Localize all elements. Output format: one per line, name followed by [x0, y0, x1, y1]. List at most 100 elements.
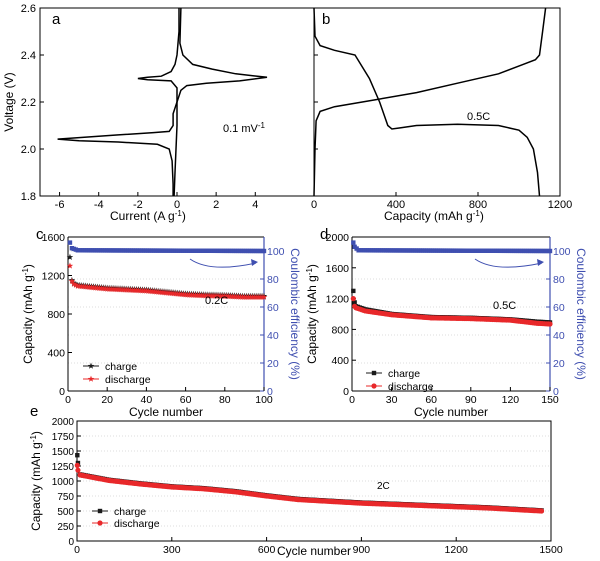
panel-c-ytick-label: 0 — [59, 386, 65, 398]
panel-c-xtick-label: 40 — [141, 394, 153, 406]
panel-d-cycling-05c: 0 400 800 1200 1600 2000 0 20 40 60 80 100 0 30 60 90 12… — [305, 226, 589, 419]
panel-c-point-ce — [261, 248, 267, 254]
panel-d-annotation: 0.5C — [493, 300, 516, 312]
panel-d-point-discharge — [547, 321, 553, 327]
panel-c-point-charge — [66, 253, 74, 260]
panel-e-point-charge — [75, 453, 80, 458]
panel-c-ytick-label: 400 — [47, 348, 65, 360]
panel-c-ce-arrow — [189, 258, 257, 268]
panel-a-xlabel: Current (A g-1) — [110, 209, 186, 224]
panel-c-xtick-label: 80 — [219, 394, 231, 406]
panel-a-ytick-label: 2.4 — [21, 50, 36, 62]
panel-c-y2tick-label: 60 — [267, 302, 279, 314]
panel-e-legend-label: charge — [114, 506, 146, 518]
panel-e-xtick-label: 600 — [258, 544, 276, 556]
panel-c-point-ce — [67, 240, 73, 245]
panel-a-cv-line-0 — [57, 7, 268, 196]
panel-c-xtick-label: 20 — [101, 394, 113, 406]
panel-d-y2tick-label: 0 — [553, 386, 559, 398]
panel-e-ytick-label: 250 — [57, 522, 74, 533]
panel-c-xtick-label: 60 — [180, 394, 192, 406]
panel-d-xlabel: Cycle number — [414, 405, 488, 419]
panel-d-xtick-label: 90 — [465, 394, 477, 406]
panel-e-xtick-label: 300 — [163, 544, 181, 556]
panel-a-xtick-label: 2 — [213, 199, 219, 211]
panel-e-ytick-label: 0 — [68, 537, 74, 548]
panel-d-point-charge — [352, 300, 357, 305]
panel-d-xtick-label: 0 — [349, 394, 355, 406]
panel-c-y2label: Coulombic efficiency (%) — [288, 248, 302, 380]
panel-b-letter: b — [322, 11, 330, 28]
panel-e-xlabel: Cycle number — [277, 544, 351, 558]
panel-e-ytick-label: 1250 — [52, 462, 75, 473]
panel-d-point-discharge — [350, 296, 356, 302]
panel-e-ytick-label: 2000 — [52, 417, 75, 428]
panel-a-ytick-label: 2.0 — [21, 144, 36, 156]
panel-e-legend-label: discharge — [114, 518, 160, 530]
panel-b-frame — [313, 7, 561, 197]
panel-b-xlabel: Capacity (mAh g-1) — [384, 209, 484, 224]
panel-e-ytick-label: 1500 — [52, 447, 75, 458]
panel-a-xtick-label: 4 — [252, 199, 258, 211]
panel-d-ytick-label: 800 — [331, 324, 349, 336]
panel-d-ytick-label: 2000 — [326, 232, 350, 244]
panel-c-letter: c — [36, 226, 44, 243]
panel-c-ylabel: Capacity (mAh g-1) — [21, 264, 36, 364]
panel-a-ytick-label: 1.8 — [21, 191, 36, 203]
panel-d-ytick-label: 1600 — [326, 263, 350, 275]
panel-d-y2tick-label: 100 — [553, 246, 571, 258]
panel-d-ytick-label: 0 — [343, 386, 349, 398]
panel-c-legend-marker — [87, 375, 95, 382]
panel-d-ylabel: Capacity (mAh g-1) — [305, 264, 320, 364]
panel-c-legend-marker — [87, 362, 95, 369]
panel-d-legend-label: discharge — [388, 381, 434, 393]
panel-b-profile-line-0 — [313, 7, 541, 197]
panel-c-xtick-label: 0 — [65, 394, 71, 406]
panel-a-ytick-label: 2.6 — [21, 3, 36, 15]
panel-c-y2tick-label: 100 — [267, 246, 285, 258]
panel-d-point-charge — [351, 288, 356, 294]
panel-c-xtick-label: 100 — [255, 394, 273, 406]
panel-d-legend-marker — [371, 370, 377, 376]
panel-c-point-discharge — [66, 262, 74, 269]
panel-d-ytick-label: 1200 — [326, 294, 350, 306]
panel-a-cv-line-1 — [137, 8, 180, 197]
panel-d-y2tick-label: 60 — [553, 302, 565, 314]
panel-d-legend-marker — [371, 383, 377, 389]
panel-e-letter: e — [30, 403, 38, 420]
panel-c-ytick-label: 1200 — [42, 271, 66, 283]
panel-d-y2tick-label: 20 — [553, 358, 565, 370]
panel-c-legend-label: discharge — [105, 374, 151, 386]
panel-b-xtick-label: 0 — [311, 199, 317, 211]
panel-c-ce-arrowhead — [251, 259, 258, 266]
panel-b-annotation: 0.5C — [467, 111, 490, 123]
panel-c-y2tick-label: 40 — [267, 330, 279, 342]
panel-a-xtick-label: 0 — [174, 199, 180, 211]
panel-b-voltage-profile: 0 400 800 1200 b 0.5C Capacity (mAh g-1) — [311, 7, 572, 224]
panel-e-legend-marker — [97, 508, 103, 514]
panel-c-y2tick-label: 80 — [267, 274, 279, 286]
panel-d-y2tick-label: 40 — [553, 330, 565, 342]
panel-b-xtick-label: 800 — [469, 199, 487, 211]
panel-a-ylabel: Voltage (V) — [2, 72, 16, 131]
panel-a-cv-curve: 1.8 2.0 2.2 2.4 2.6 -6 -4 -2 0 2 4 a 0.1 mV-1 Current… — [2, 3, 315, 224]
panel-e-xtick-label: 1500 — [539, 544, 563, 556]
panel-e-ylabel: Capacity (mAh g-1) — [29, 431, 44, 531]
panel-e-legend-marker — [97, 520, 103, 526]
panel-b-xtick-label: 400 — [387, 199, 405, 211]
panel-c-point-discharge — [70, 280, 78, 287]
panel-e-xtick-label: 1200 — [445, 544, 469, 556]
panel-d-ce-arrow — [474, 258, 543, 268]
panel-d-point-ce — [547, 248, 553, 254]
panel-d-y2tick-label: 80 — [553, 274, 565, 286]
panel-d-legend-label: charge — [388, 368, 420, 380]
panel-a-ytick-label: 2.2 — [21, 97, 36, 109]
panel-e-ytick-label: 500 — [57, 507, 74, 518]
panel-a-annotation: 0.1 mV-1 — [223, 121, 266, 136]
panel-e-xtick-label: 900 — [353, 544, 371, 556]
panel-b-xtick-label: 1200 — [548, 199, 572, 211]
panel-c-ytick-label: 1600 — [42, 232, 66, 244]
panel-d-xtick-label: 150 — [541, 394, 559, 406]
panel-e-annotation: 2C — [377, 481, 390, 492]
